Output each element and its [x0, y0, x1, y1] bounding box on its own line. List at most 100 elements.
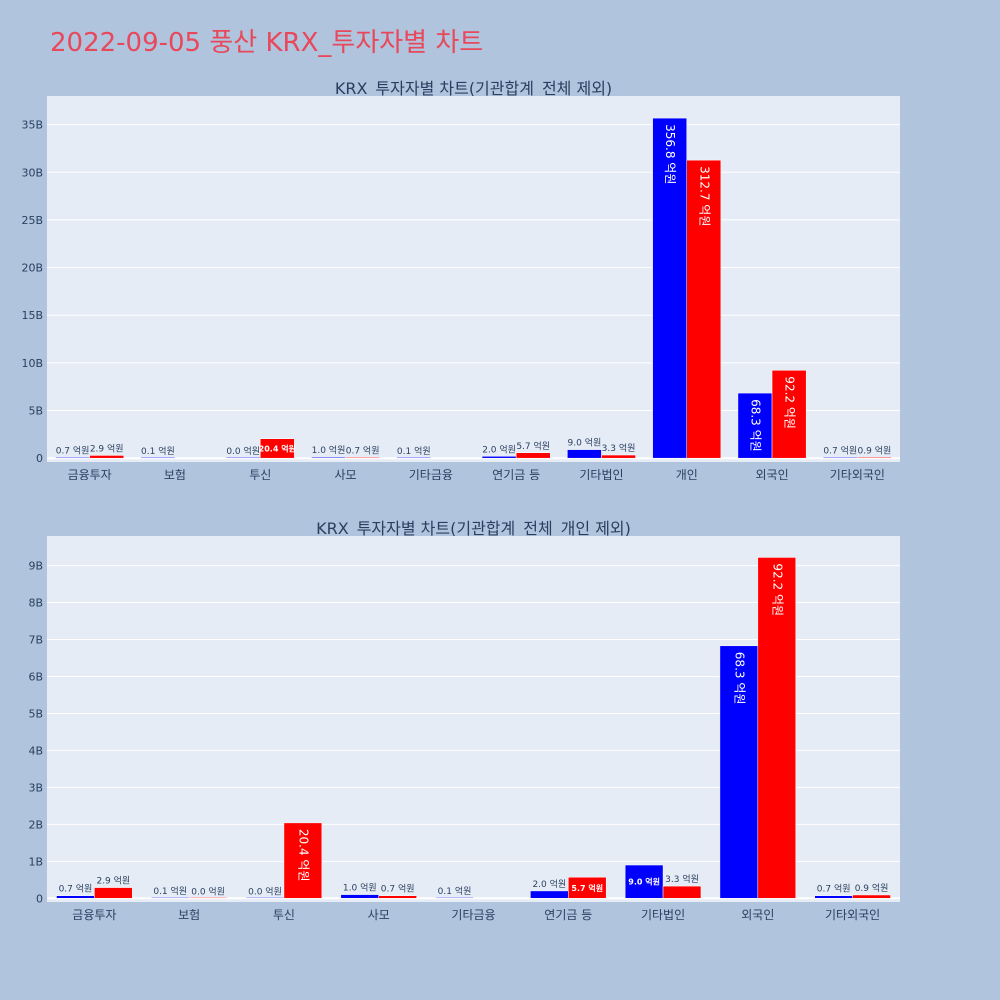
- y-tick-label: 2B: [28, 818, 43, 831]
- data-label: 68.3 억원: [748, 399, 762, 452]
- data-label: 0.0 억원: [248, 885, 282, 897]
- data-label: 0.9 억원: [858, 444, 892, 456]
- data-label: 0.1 억원: [153, 885, 187, 897]
- bar: [140, 457, 176, 459]
- data-label: 68.3 억원: [732, 652, 746, 705]
- data-label: 0.1 억원: [438, 885, 472, 897]
- bar: [396, 457, 432, 459]
- x-tick-label: 기타법인: [579, 468, 623, 480]
- data-label: 356.8 억원: [663, 124, 677, 184]
- data-label: 5.7 억원: [516, 440, 550, 452]
- y-tick-label: 0: [36, 892, 43, 905]
- x-tick-label: 보험: [178, 908, 200, 922]
- bar: [56, 895, 95, 899]
- x-tick-label: 기타외국인: [830, 468, 885, 480]
- bar: [260, 438, 295, 459]
- y-tick-label: 20B: [21, 262, 43, 275]
- data-label: 0.1 억원: [397, 445, 431, 457]
- data-label: 0.7 억원: [823, 445, 857, 457]
- data-label: 20.4 억원: [296, 829, 310, 882]
- data-label: 3.3 억원: [665, 873, 699, 885]
- bar: [481, 456, 517, 459]
- x-tick-label: 보험: [164, 468, 186, 480]
- x-tick-label: 금융투자: [68, 468, 112, 480]
- bar: [55, 457, 90, 459]
- x-tick-label: 기타금융: [409, 468, 453, 480]
- data-label: 20.4 억원: [259, 443, 296, 453]
- data-label: 2.9 억원: [90, 442, 124, 454]
- x-tick-label: 외국인: [741, 908, 774, 922]
- bar: [515, 452, 551, 459]
- bar: [188, 897, 228, 899]
- data-label: 0.7 억원: [346, 445, 380, 457]
- y-tick-label: 10B: [21, 357, 43, 370]
- x-tick-label: 연기금 등: [544, 908, 592, 922]
- bar: [283, 822, 323, 899]
- y-tick-label: 5B: [28, 707, 43, 720]
- bar: [624, 864, 664, 899]
- bar: [686, 159, 722, 459]
- y-tick-label: 5B: [28, 405, 43, 418]
- bar: [822, 457, 858, 459]
- data-label: 0.0 억원: [226, 445, 260, 457]
- chart-top: KRX_투자자별 차트(기관합계_전체 제외) 0 5B 10B 15B 20B 25B 30…: [21, 79, 900, 480]
- x-tick-label: 기타외국인: [825, 908, 880, 922]
- bar: [857, 457, 892, 459]
- y-tick-label: 6B: [28, 670, 43, 683]
- data-label: 0.7 억원: [381, 883, 415, 895]
- bar: [94, 887, 133, 899]
- y-tick-label: 35B: [21, 119, 43, 132]
- data-label: 0.1 억원: [141, 445, 175, 457]
- bar: [435, 897, 474, 899]
- data-label: 5.7 억원: [571, 883, 603, 893]
- y-tick-label: 9B: [28, 560, 43, 573]
- y-tick-label: 3B: [28, 781, 43, 794]
- y-tick-label: 1B: [28, 855, 43, 868]
- x-tick-label: 기타금융: [451, 908, 495, 922]
- bar: [378, 895, 417, 899]
- x-tick-label: 사모: [335, 468, 357, 480]
- data-label: 9.0 억원: [568, 437, 602, 449]
- bar: [737, 392, 773, 459]
- bar: [151, 897, 190, 899]
- x-tick-label: 금융투자: [72, 908, 116, 922]
- x-tick-label: 개인: [676, 468, 698, 480]
- data-label: 0.7 억원: [59, 883, 93, 895]
- y-tick-label: 7B: [28, 634, 43, 647]
- bar: [662, 885, 702, 899]
- bar: [771, 370, 807, 459]
- y-tick-label: 8B: [28, 597, 43, 610]
- y-tick-label: 15B: [21, 309, 43, 322]
- data-label: 0.7 억원: [817, 883, 851, 895]
- bar: [311, 456, 346, 459]
- data-label: 1.0 억원: [343, 882, 377, 894]
- bar: [345, 457, 380, 459]
- x-tick-label: 연기금 등: [492, 468, 540, 480]
- data-label: 92.2 억원: [770, 563, 784, 616]
- bar: [567, 449, 602, 459]
- x-tick-label: 투신: [249, 468, 271, 480]
- bar: [757, 557, 796, 899]
- y-tick-label: 4B: [28, 744, 43, 757]
- x-tick-label: 투신: [273, 908, 295, 922]
- y-tick-label: 30B: [21, 166, 43, 179]
- bar: [225, 457, 261, 459]
- data-label: 312.7 억원: [697, 166, 711, 226]
- page-title: 2022-09-05 풍산 KRX_투자자별 차트: [50, 28, 484, 58]
- bar: [568, 876, 607, 899]
- bar: [814, 895, 853, 899]
- bar: [719, 645, 759, 899]
- data-label: 2.9 억원: [96, 875, 130, 887]
- bar: [340, 894, 379, 899]
- data-label: 2.0 억원: [532, 878, 566, 890]
- x-tick-label: 외국인: [755, 468, 788, 480]
- plot-title: KRX_투자자별 차트(기관합계_전체_개인 제외): [316, 519, 631, 539]
- data-label: 0.9 억원: [855, 882, 889, 894]
- bar: [852, 894, 891, 899]
- data-label: 2.0 억원: [482, 443, 516, 455]
- y-tick-label: 0: [36, 452, 43, 465]
- bar: [89, 455, 125, 459]
- data-label: 9.0 억원: [628, 877, 660, 887]
- data-label: 0.0 억원: [191, 885, 225, 897]
- bar: [601, 454, 636, 459]
